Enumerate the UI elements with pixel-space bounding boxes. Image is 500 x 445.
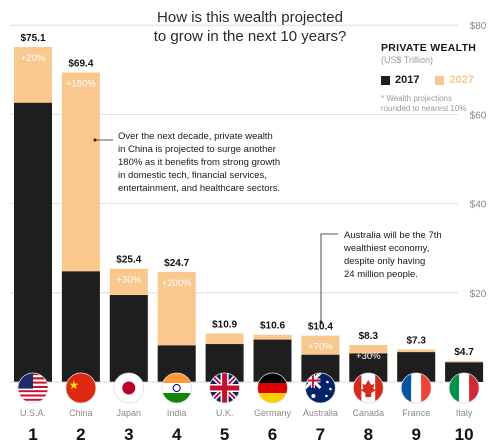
rank-label: 6 [268,425,277,444]
rank-label: 2 [76,425,85,444]
flag-ring [65,372,97,404]
flag-ring [352,372,384,404]
rank-label: 4 [172,425,182,444]
value-label: $75.1 [20,33,45,44]
value-label: $10.4 [308,322,333,333]
y-tick-label: $60 [470,110,487,121]
flag-ring [17,372,49,404]
value-label: $4.7 [454,347,474,358]
legend-unit: (US$ Trillion) [381,55,434,65]
category-label: France [402,408,430,418]
rank-label: 8 [364,425,373,444]
legend-swatch-2027 [435,75,445,85]
legend: PRIVATE WEALTH (US$ Trillion) 2017 2027 … [381,42,496,114]
australia-annotation-connector [320,233,338,322]
france-flag-icon [401,373,432,403]
value-label: $69.4 [68,58,93,69]
category-label: U.S.A. [20,408,46,418]
category-label: China [69,408,93,418]
china-annotation-text: Over the next decade, private wealth in … [118,131,281,194]
growth-label: +180% [66,78,96,89]
rank-label: 1 [28,425,37,444]
usa-flag-icon [18,373,48,403]
italy-flag-icon [449,373,480,403]
category-label: Japan [117,408,142,418]
legend-note: * Wealth projections rounded to nearest … [381,94,467,113]
china-annotation: Over the next decade, private wealth in … [118,130,318,195]
uk-flag-icon [209,373,240,403]
legend-label-2017: 2017 [395,74,420,86]
flag-ring [257,372,288,404]
value-label: $8.3 [359,331,379,342]
legend-row: 2017 2027 [381,74,496,86]
japan-flag-icon [113,373,144,403]
rank-label: 3 [124,425,133,444]
australia-annotation-text: Australia will be the 7th wealthiest eco… [344,230,442,280]
y-tick-label: $40 [470,200,487,211]
rank-label: 9 [411,425,420,444]
growth-label: +20% [21,53,46,64]
value-label: $24.7 [164,258,189,269]
bar-2017 [109,295,148,382]
australia-annotation: Australia will be the 7th wealthiest eco… [344,229,464,281]
canada-flag-icon [353,373,384,403]
australia-flag-icon [305,373,336,403]
y-tick-label: $20 [470,289,487,300]
flag-ring [400,372,432,404]
category-label: India [167,408,187,418]
category-label: Canada [353,408,385,418]
growth-label: +30% [117,275,142,286]
category-label: Australia [303,408,338,418]
flag-ring [448,372,480,404]
category-label: Italy [456,408,473,418]
legend-title: PRIVATE WEALTH [381,42,477,54]
germany-flag-icon [257,373,288,403]
category-label: U.K. [216,408,234,418]
value-label: $25.4 [116,255,141,266]
chart-title: How is this wealth projected to grow in … [120,8,380,46]
value-label: $10.6 [260,321,285,332]
bar-2017 [61,271,100,382]
growth-label: +200% [162,278,192,289]
chart-title-text: How is this wealth projected to grow in … [153,9,347,45]
category-label: Germany [254,408,292,418]
legend-label-2027: 2027 [449,74,474,86]
bar-2017 [14,102,52,382]
flag-ring [113,372,145,404]
legend-swatch-2017 [381,75,390,85]
flag-ring [209,372,241,404]
rank-label: 7 [316,425,325,444]
rank-label: 10 [455,425,474,444]
y-tick-label: $80 [470,21,487,32]
flag-ring [161,372,193,404]
svg-text:★: ★ [69,378,80,392]
flag-ring [304,372,336,404]
india-flag-icon [161,373,192,403]
growth-label: +70% [308,342,333,353]
rank-label: 5 [220,425,229,444]
value-label: $7.3 [406,335,426,346]
growth-label: +30% [356,351,381,362]
china-annotation-dot [93,138,97,142]
value-label: $10.9 [212,319,237,330]
australia-annotation-dot [319,320,323,324]
china-flag-icon: ★ [65,373,96,403]
